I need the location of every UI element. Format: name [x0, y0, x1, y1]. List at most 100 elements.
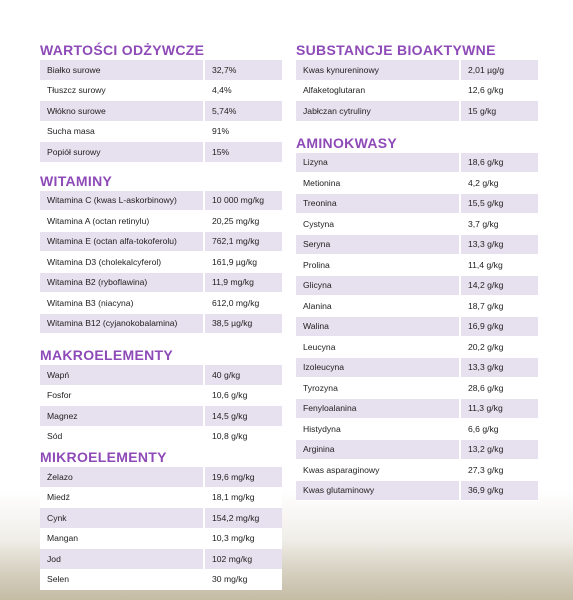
- section-title-nutritional: WARTOŚCI ODŻYWCZE: [40, 42, 205, 58]
- table-bioactive: Kwas kynureninowy 2,01 µg/g Alfaketoglutar…: [296, 60, 538, 122]
- nutrient-value: 13,3 g/kg: [461, 234, 538, 255]
- nutrient-value: 14,5 g/kg: [205, 406, 282, 427]
- nutrient-name: Cynk: [40, 508, 205, 529]
- nutrient-name: Witamina B3 (niacyna): [40, 293, 205, 314]
- nutrient-value: 36,9 g/kg: [461, 480, 538, 501]
- table-row: Kwas kynureninowy 2,01 µg/g: [296, 60, 538, 81]
- table-row: Mangan 10,3 mg/kg: [40, 528, 282, 549]
- nutrient-value: 11,3 g/kg: [461, 398, 538, 419]
- nutrient-name: Metionina: [296, 173, 461, 194]
- nutrient-value: 154,2 mg/kg: [205, 508, 282, 529]
- nutrient-name: Selen: [40, 569, 205, 590]
- table-row: Witamina E (octan alfa-tokoferolu) 762,1 …: [40, 231, 282, 252]
- nutrient-value: 10,3 mg/kg: [205, 528, 282, 549]
- section-macro: MAKROELEMENTY Wapń 40 g/kg Fosfor 10,6 g/kg…: [40, 345, 282, 447]
- section-nutritional: WARTOŚCI ODŻYWCZE Białko surowe 32,7% Tłus…: [40, 40, 282, 163]
- table-row: Selen 30 mg/kg: [40, 569, 282, 590]
- nutrient-value: 20,25 mg/kg: [205, 211, 282, 232]
- nutrient-name: Jod: [40, 549, 205, 570]
- nutrient-value: 12,6 g/kg: [461, 80, 538, 101]
- nutrient-name: Sucha masa: [40, 121, 205, 142]
- table-row: Arginina 13,2 g/kg: [296, 439, 538, 460]
- nutrient-name: Prolina: [296, 255, 461, 276]
- nutrient-value: 612,0 mg/kg: [205, 293, 282, 314]
- nutrient-value: 161,9 µg/kg: [205, 252, 282, 273]
- table-row: Kwas glutaminowy 36,9 g/kg: [296, 480, 538, 501]
- nutrient-value: 10 000 mg/kg: [205, 190, 282, 211]
- table-row: Popiół surowy 15%: [40, 142, 282, 163]
- nutrient-value: 28,6 g/kg: [461, 378, 538, 399]
- nutrient-name: Kwas kynureninowy: [296, 60, 461, 81]
- nutrient-name: Żelazo: [40, 467, 205, 488]
- table-row: Lizyna 18,6 g/kg: [296, 152, 538, 173]
- nutrient-name: Kwas glutaminowy: [296, 480, 461, 501]
- nutrient-value: 16,9 g/kg: [461, 316, 538, 337]
- table-row: Leucyna 20,2 g/kg: [296, 337, 538, 358]
- nutrient-name: Leucyna: [296, 337, 461, 358]
- nutrient-name: Wapń: [40, 365, 205, 386]
- section-title-amino: AMINOKWASY: [296, 134, 397, 151]
- table-row: Jod 102 mg/kg: [40, 549, 282, 570]
- nutrient-name: Histydyna: [296, 419, 461, 440]
- table-amino: Lizyna 18,6 g/kg Metionina 4,2 g/kg Treonina…: [296, 152, 538, 501]
- table-row: Witamina B3 (niacyna) 612,0 mg/kg: [40, 293, 282, 314]
- nutrient-value: 91%: [205, 121, 282, 142]
- table-micro: Żelazo 19,6 mg/kg Miedź 18,1 mg/kg Cynk 154,2…: [40, 467, 282, 590]
- nutrient-name: Alanina: [296, 296, 461, 317]
- table-row: Tłuszcz surowy 4,4%: [40, 80, 282, 101]
- table-row: Witamina D3 (cholekalcyferol) 161,9 µg/kg: [40, 252, 282, 273]
- right-column: SUBSTANCJE BIOAKTYWNE Kwas kynureninowy 2…: [296, 40, 538, 501]
- nutrient-value: 2,01 µg/g: [461, 60, 538, 81]
- nutrient-name: Fosfor: [40, 385, 205, 406]
- nutrient-name: Arginina: [296, 439, 461, 460]
- nutrient-value: 10,6 g/kg: [205, 385, 282, 406]
- table-row: Metionina 4,2 g/kg: [296, 173, 538, 194]
- nutrient-value: 11,4 g/kg: [461, 255, 538, 276]
- table-row: Witamina B12 (cyjanokobalamina) 38,5 µg/k…: [40, 313, 282, 334]
- table-row: Wapń 40 g/kg: [40, 365, 282, 386]
- nutrient-name: Witamina B12 (cyjanokobalamina): [40, 313, 205, 334]
- left-column: WARTOŚCI ODŻYWCZE Białko surowe 32,7% Tłus…: [40, 40, 282, 590]
- table-row: Walina 16,9 g/kg: [296, 316, 538, 337]
- table-row: Alanina 18,7 g/kg: [296, 296, 538, 317]
- table-row: Magnez 14,5 g/kg: [40, 406, 282, 427]
- nutrient-name: Tłuszcz surowy: [40, 80, 205, 101]
- table-row: Jabłczan cytruliny 15 g/kg: [296, 101, 538, 122]
- section-title-vitamins: WITAMINY: [40, 172, 113, 189]
- table-row: Prolina 11,4 g/kg: [296, 255, 538, 276]
- table-nutritional: Białko surowe 32,7% Tłuszcz surowy 4,4% Włók…: [40, 60, 282, 163]
- nutrient-name: Sód: [40, 426, 205, 447]
- nutrient-name: Białko surowe: [40, 60, 205, 81]
- section-vitamins: WITAMINY Witamina C (kwas L-askorbinowy)…: [40, 171, 282, 334]
- table-row: Cystyna 3,7 g/kg: [296, 214, 538, 235]
- nutrient-name: Glicyna: [296, 275, 461, 296]
- table-row: Fosfor 10,6 g/kg: [40, 385, 282, 406]
- table-row: Izoleucyna 13,3 g/kg: [296, 357, 538, 378]
- table-row: Włókno surowe 5,74%: [40, 101, 282, 122]
- nutrient-name: Witamina C (kwas L-askorbinowy): [40, 190, 205, 211]
- table-vitamins: Witamina C (kwas L-askorbinowy) 10 000 mg…: [40, 190, 282, 334]
- table-row: Sód 10,8 g/kg: [40, 426, 282, 447]
- section-amino: AMINOKWASY Lizyna 18,6 g/kg Metionina 4,2 g…: [296, 133, 538, 501]
- table-row: Cynk 154,2 mg/kg: [40, 508, 282, 529]
- nutrient-value: 3,7 g/kg: [461, 214, 538, 235]
- table-row: Witamina A (octan retinylu) 20,25 mg/kg: [40, 211, 282, 232]
- table-row: Sucha masa 91%: [40, 121, 282, 142]
- nutrient-value: 13,2 g/kg: [461, 439, 538, 460]
- nutrient-value: 6,6 g/kg: [461, 419, 538, 440]
- table-row: Miedź 18,1 mg/kg: [40, 487, 282, 508]
- nutrient-value: 15%: [205, 142, 282, 163]
- nutrient-name: Włókno surowe: [40, 101, 205, 122]
- nutrient-name: Mangan: [40, 528, 205, 549]
- section-title-bioactive: SUBSTANCJE BIOAKTYWNE: [296, 42, 496, 58]
- nutrient-name: Tyrozyna: [296, 378, 461, 399]
- nutrient-value: 10,8 g/kg: [205, 426, 282, 447]
- nutrient-name: Treonina: [296, 193, 461, 214]
- table-row: Żelazo 19,6 mg/kg: [40, 467, 282, 488]
- nutrient-value: 40 g/kg: [205, 365, 282, 386]
- table-row: Witamina C (kwas L-askorbinowy) 10 000 mg…: [40, 190, 282, 211]
- nutrient-value: 4,4%: [205, 80, 282, 101]
- nutrient-value: 13,3 g/kg: [461, 357, 538, 378]
- nutrient-value: 5,74%: [205, 101, 282, 122]
- nutrient-name: Magnez: [40, 406, 205, 427]
